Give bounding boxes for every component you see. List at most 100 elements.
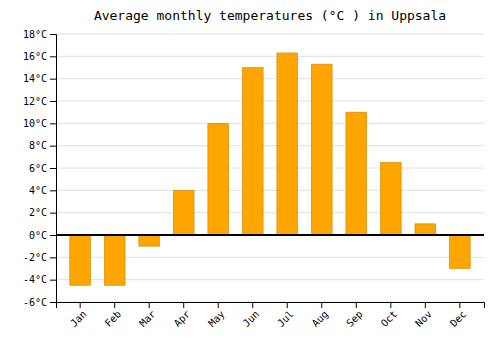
tick-mark [218, 302, 219, 308]
tick-label: 10°C [23, 118, 47, 129]
tick-label: Dec [448, 308, 469, 329]
tick-label: Mar [137, 308, 158, 329]
bar [208, 123, 229, 235]
plot: -6°C -4°C -2°C 0°C 2°C 4°C 6°C 8°C 10°C 12°C 14°C 1… [23, 29, 485, 329]
tick-label: -6°C [23, 297, 47, 308]
grid-line [56, 168, 484, 169]
tick-label: Apr [172, 308, 193, 329]
grid-line [56, 235, 484, 236]
tick-label: 2°C [29, 207, 47, 218]
tick-mark [114, 302, 115, 308]
tick: Oct [379, 302, 400, 329]
tick: 2°C [29, 207, 56, 218]
tick: Nov [413, 302, 434, 329]
bar [380, 162, 401, 235]
tick: -6°C [23, 297, 56, 308]
tick-label: 16°C [23, 51, 47, 62]
tick-label: Jul [275, 308, 296, 329]
tick-mark [50, 168, 56, 169]
tick-mark [50, 101, 56, 102]
tick-label: 4°C [29, 185, 47, 196]
bar [415, 224, 436, 235]
tick: 14°C [23, 73, 56, 84]
tick-mark [459, 302, 460, 308]
grid-line [56, 212, 484, 213]
tick-mark [321, 302, 322, 308]
bars [70, 53, 470, 285]
x-axis: Jan Feb Mar Apr May Jun Jul Aug Sep Oct Nov Dec [57, 302, 485, 329]
bar [311, 64, 332, 235]
tick: 18°C [23, 29, 56, 40]
tick-label: Jan [68, 308, 89, 329]
tick-mark [252, 302, 253, 308]
tick-mark [50, 280, 56, 281]
bar [139, 235, 160, 246]
tick-mark [50, 190, 56, 191]
bar [346, 112, 367, 235]
bar [449, 235, 470, 269]
tick-mark [50, 34, 56, 35]
tick: 12°C [23, 96, 56, 107]
tick: 10°C [23, 118, 56, 129]
tick-label: Sep [344, 308, 365, 329]
tick-mark [390, 302, 391, 308]
tick-label: Oct [379, 308, 400, 329]
tick: 4°C [29, 185, 56, 196]
tick: 8°C [29, 140, 56, 151]
grid-line [56, 78, 484, 79]
tick-mark [50, 123, 56, 124]
tick-mark [50, 56, 56, 57]
grid-line [56, 123, 484, 124]
y-axis: -6°C -4°C -2°C 0°C 2°C 4°C 6°C 8°C 10°C 12°C 14°C 1… [23, 29, 57, 308]
tick-mark [50, 79, 56, 80]
grid-line [56, 56, 484, 57]
tick-mark [50, 213, 56, 214]
tick-mark [50, 257, 56, 258]
tick: 16°C [23, 51, 56, 62]
axis-line [57, 303, 485, 309]
tick-label: 14°C [23, 73, 47, 84]
tick: Dec [448, 302, 469, 329]
bar [277, 53, 298, 235]
tick-label: May [206, 308, 227, 329]
grid-line [56, 190, 484, 191]
tick-label: 8°C [29, 140, 47, 151]
tick-label: 18°C [23, 29, 47, 40]
tick-mark [50, 302, 56, 303]
tick-label: Nov [413, 308, 434, 329]
tick-label: -4°C [23, 274, 47, 285]
grid [56, 34, 484, 302]
tick-mark [183, 302, 184, 308]
tick: May [206, 302, 227, 329]
bar [242, 68, 263, 236]
bar [104, 235, 125, 285]
tick: Jan [68, 302, 89, 329]
title: Average monthly temperatures (°C ) in Up… [94, 8, 446, 23]
grid-line [56, 145, 484, 146]
axis-line [50, 35, 57, 303]
tick-mark [425, 302, 426, 308]
tick-label: -2°C [23, 252, 47, 263]
tick-label: Feb [103, 308, 124, 329]
chart: -6°C -4°C -2°C 0°C 2°C 4°C 6°C 8°C 10°C 12°C 14°C 1… [0, 0, 500, 350]
tick-label: Aug [310, 308, 331, 329]
tick: 0°C [29, 230, 56, 241]
tick: Aug [310, 302, 331, 329]
tick: 6°C [29, 163, 56, 174]
tick: Apr [172, 302, 193, 329]
tick-label: 6°C [29, 163, 47, 174]
tick-mark [80, 302, 81, 308]
tick-mark [50, 235, 56, 236]
baseline [56, 234, 484, 236]
tick: Sep [344, 302, 365, 329]
bar [173, 190, 194, 235]
tick-label: 12°C [23, 96, 47, 107]
tick-mark [287, 302, 288, 308]
tick: Jul [275, 302, 296, 329]
tick-label: Jun [241, 308, 262, 329]
tick: -2°C [23, 252, 56, 263]
bar [70, 235, 91, 285]
tick-label: 0°C [29, 230, 47, 241]
tick: Feb [103, 302, 124, 329]
tick: -4°C [23, 274, 56, 285]
